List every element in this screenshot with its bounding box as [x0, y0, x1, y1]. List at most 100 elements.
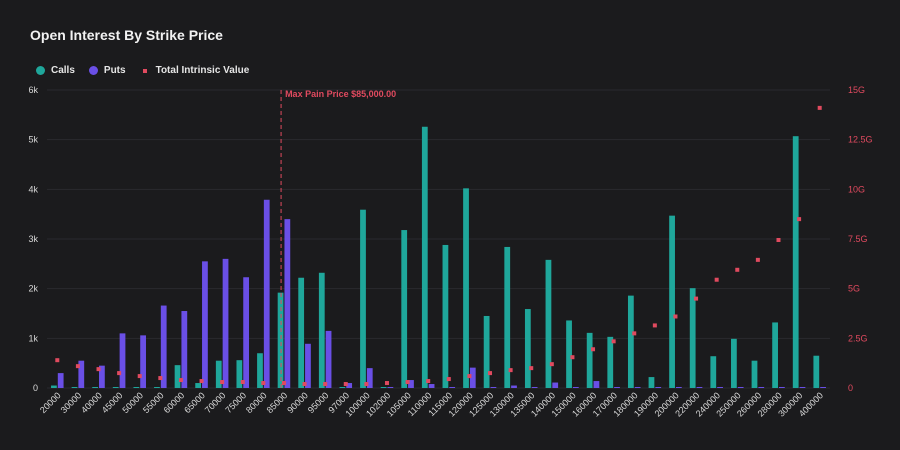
calls-bar: [710, 356, 717, 388]
y-right-tick-label: 0: [848, 383, 853, 393]
puts-bar: [634, 387, 641, 388]
y-left-tick-label: 5k: [28, 135, 38, 145]
calls-bar: [71, 387, 78, 388]
legend-item-puts[interactable]: Puts: [88, 65, 126, 76]
puts-bar: [160, 305, 167, 388]
puts-bar: [531, 387, 538, 388]
puts-bar: [243, 277, 250, 388]
legend-item-intrinsic[interactable]: Total Intrinsic Value: [140, 65, 250, 76]
intrinsic-value-point: [797, 217, 802, 222]
intrinsic-value-point: [302, 382, 307, 387]
calls-bar: [133, 387, 140, 388]
puts-bar: [572, 387, 579, 388]
y-right-tick-label: 5G: [848, 284, 860, 294]
puts-bar: [366, 368, 373, 388]
puts-bar: [511, 385, 517, 388]
intrinsic-value-point: [776, 237, 781, 242]
intrinsic-value-point: [405, 380, 410, 385]
calls-bar: [236, 360, 243, 388]
intrinsic-value-point: [96, 367, 101, 372]
x-tick-label: 45000: [100, 390, 125, 415]
intrinsic-value-point: [75, 364, 80, 369]
calls-bar: [792, 136, 799, 388]
intrinsic-value-point: [323, 382, 328, 387]
y-right-tick-label: 2.5G: [848, 333, 868, 343]
intrinsic-value-point: [137, 374, 142, 379]
puts-bar: [799, 387, 806, 388]
intrinsic-value-point: [591, 347, 596, 352]
puts-bar: [119, 333, 126, 388]
intrinsic-value-point: [817, 105, 822, 110]
puts-bar: [696, 387, 703, 388]
intrinsic-value-point: [714, 277, 719, 282]
puts-bar: [202, 261, 208, 388]
calls-bar: [442, 244, 449, 388]
legend-puts-label: Puts: [103, 65, 126, 76]
calls-bar: [504, 246, 511, 388]
intrinsic-value-point: [694, 296, 699, 301]
intrinsic-value-point: [652, 323, 657, 328]
calls-bar: [51, 385, 57, 388]
puts-bar: [449, 387, 456, 388]
legend-calls-label: Calls: [51, 65, 75, 76]
intrinsic-value-point: [343, 382, 348, 387]
puts-bar: [655, 387, 662, 388]
max-pain-label: Max Pain Price $85,000.00: [285, 89, 396, 99]
intrinsic-value-point: [508, 368, 513, 373]
chart-title: Open Interest By Strike Price: [30, 27, 223, 43]
y-left-tick-label: 2k: [28, 284, 38, 294]
calls-bar: [360, 209, 366, 388]
puts-bar: [99, 365, 105, 388]
calls-bar: [524, 309, 531, 388]
intrinsic-value-point: [178, 378, 183, 383]
calls-bar: [421, 126, 428, 389]
puts-bar: [408, 380, 414, 388]
x-tick-label: 95000: [306, 390, 331, 415]
calls-bar: [627, 295, 634, 388]
intrinsic-value-point: [158, 376, 163, 381]
x-tick-label: 60000: [162, 390, 187, 415]
calls-bar: [813, 355, 820, 388]
calls-bar: [545, 259, 552, 388]
calls-bar: [380, 387, 387, 388]
calls-bar: [339, 387, 346, 388]
puts-bar: [222, 258, 229, 388]
calls-bar: [277, 292, 284, 388]
calls-bar: [607, 336, 614, 388]
calls-bar: [215, 360, 222, 388]
x-tick-label: 50000: [120, 390, 145, 415]
x-tick-label: 90000: [285, 390, 310, 415]
calls-bar: [689, 288, 696, 388]
intrinsic-value-point: [467, 374, 472, 379]
puts-bar: [778, 387, 785, 388]
x-tick-label: 30000: [59, 390, 84, 415]
legend-item-calls[interactable]: Calls: [36, 65, 75, 76]
intrinsic-value-point: [673, 314, 678, 319]
puts-bar: [469, 367, 476, 388]
calls-bar: [669, 215, 675, 388]
puts-bar: [758, 387, 765, 388]
intrinsic-value-point: [117, 371, 122, 376]
puts-bar: [325, 330, 332, 388]
intrinsic-value-point: [426, 379, 431, 384]
calls-bar: [751, 360, 758, 388]
calls-bar: [772, 322, 778, 388]
intrinsic-value-point: [632, 331, 637, 336]
puts-bar: [552, 382, 559, 388]
puts-bar: [593, 381, 600, 388]
x-tick-label: 20000: [38, 390, 63, 415]
x-tick-label: 85000: [265, 390, 290, 415]
x-tick-label: 55000: [141, 390, 166, 415]
legend-intrinsic-marker: [142, 68, 147, 73]
puts-bar: [305, 343, 311, 388]
x-tick-label: 70000: [203, 390, 228, 415]
puts-bar: [737, 387, 744, 388]
y-right-tick-label: 15G: [848, 85, 865, 95]
intrinsic-value-point: [755, 257, 760, 262]
intrinsic-value-point: [199, 379, 204, 384]
intrinsic-value-point: [488, 371, 493, 376]
calls-bar: [566, 320, 572, 388]
puts-bar: [717, 387, 723, 388]
legend-intrinsic-label: Total Intrinsic Value: [155, 65, 250, 76]
intrinsic-value-point: [384, 381, 389, 386]
